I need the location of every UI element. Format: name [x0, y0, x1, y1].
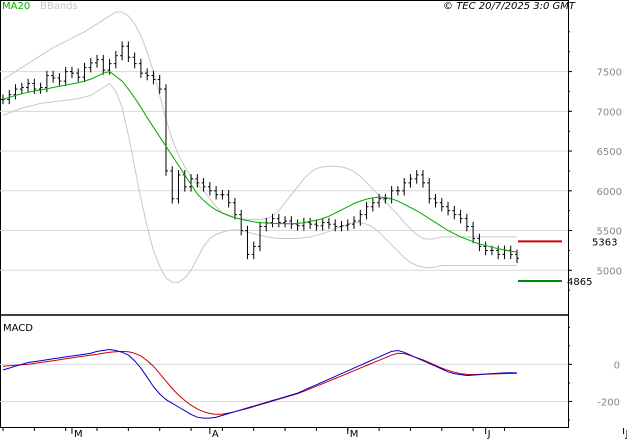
y-tick-label-main-7500: 7500 — [597, 68, 622, 79]
y-tick-label-main-5500: 5500 — [597, 227, 622, 238]
x-tick-label-month: A — [212, 429, 219, 440]
macd-layer — [2, 348, 518, 419]
legend-ma20: MA20 — [2, 1, 30, 12]
x-tick-label-month: M — [74, 429, 83, 440]
bbands-upper-line — [2, 11, 517, 240]
macd-signal-line — [2, 350, 518, 415]
y-tick-label-main-7000: 7000 — [597, 107, 622, 118]
plot-area-border — [0, 0, 569, 428]
y-tick-label-main-5000: 5000 — [597, 266, 622, 277]
ma20-line — [2, 71, 518, 253]
x-tick-label-month: M — [350, 429, 359, 440]
ma-layer — [2, 71, 518, 253]
macd-panel-title: MACD — [3, 323, 33, 334]
copyright-text: © TEC 20/7/2025 3:0 GMT — [443, 1, 576, 12]
y-tick-label-macd--200: -200 — [597, 397, 620, 408]
resistance-label: 5363 — [592, 237, 617, 248]
macd-line — [2, 348, 518, 419]
y-tick-label-main-6000: 6000 — [597, 187, 622, 198]
levels-layer: 5363 4865 — [518, 237, 617, 288]
y-tick-label-macd-0: 0 — [614, 360, 620, 371]
y-tick-label-main-6500: 6500 — [597, 147, 622, 158]
bbands-lower-line — [2, 82, 517, 283]
grid-layer — [0, 71, 568, 402]
support-label: 4865 — [567, 277, 592, 288]
x-tick-label-month: J — [625, 429, 627, 440]
price-layer — [1, 41, 519, 264]
x-tick-label-month: J — [487, 429, 491, 440]
axis-layer: 5000 5500 6000 6500 7000 7500 0 -200 M A M J J — [2, 31, 627, 440]
legend-bbands: BBands — [40, 1, 78, 12]
